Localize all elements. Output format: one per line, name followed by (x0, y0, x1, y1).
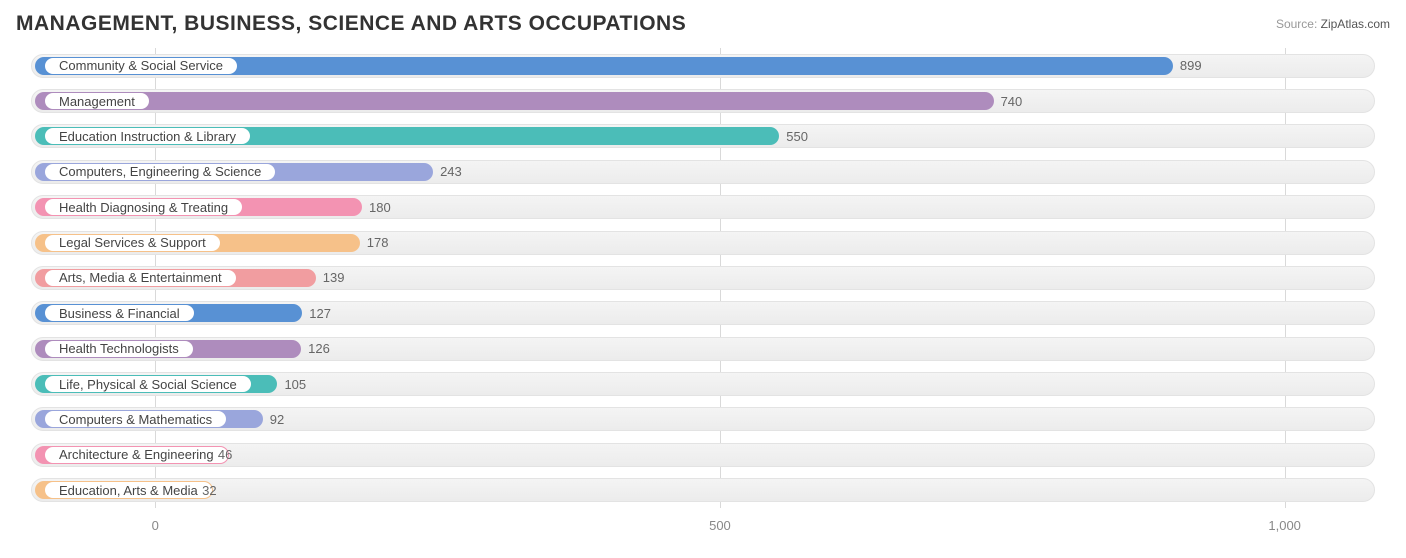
bar-label: Computers & Mathematics (44, 410, 227, 428)
bar-fill (35, 92, 994, 110)
bar-label: Management (44, 92, 150, 110)
bar-value: 46 (208, 444, 232, 466)
bar-value: 550 (776, 125, 808, 147)
source-name: ZipAtlas.com (1321, 17, 1390, 31)
bar-label: Life, Physical & Social Science (44, 375, 252, 393)
bar-label: Health Technologists (44, 340, 194, 358)
bar-value: 243 (430, 161, 462, 183)
bar-track: Business & Financial 127 (31, 301, 1375, 325)
bar-track: Computers, Engineering & Science 243 (31, 160, 1375, 184)
chart-plot: Community & Social Service 899 Management 7… (31, 48, 1375, 508)
bar-label: Computers, Engineering & Science (44, 163, 276, 181)
bar-track: Education, Arts & Media32 (31, 478, 1375, 502)
chart-area: Community & Social Service 899 Management 7… (16, 48, 1390, 538)
bar-track: Arts, Media & Entertainment 139 (31, 266, 1375, 290)
bar-label: Business & Financial (44, 304, 195, 322)
bar-track: Community & Social Service 899 (31, 54, 1375, 78)
bar-value: 126 (298, 338, 330, 360)
bar-label: Arts, Media & Entertainment (44, 269, 237, 287)
bar-label: Legal Services & Support (44, 234, 221, 252)
axis-tick: 1,000 (1268, 518, 1301, 533)
bar-value: 139 (313, 267, 345, 289)
chart-source: Source: ZipAtlas.com (1276, 17, 1390, 31)
bar-track: Architecture & Engineering46 (31, 443, 1375, 467)
x-axis: 0 500 1,000 (31, 514, 1375, 538)
source-label: Source: (1276, 17, 1317, 31)
bar-value: 740 (991, 90, 1023, 112)
bar-label: Community & Social Service (44, 57, 238, 75)
chart-title: MANAGEMENT, BUSINESS, SCIENCE AND ARTS O… (16, 12, 686, 36)
bar-value: 899 (1170, 55, 1202, 77)
bars-container: Community & Social Service 899 Management 7… (31, 48, 1375, 508)
bar-track: Management 740 (31, 89, 1375, 113)
bar-label: Architecture & Engineering (44, 446, 229, 464)
bar-label: Education, Arts & Media (44, 481, 213, 499)
bar-label: Education Instruction & Library (44, 127, 251, 145)
bar-value: 178 (357, 232, 389, 254)
bar-value: 92 (260, 408, 284, 430)
bar-value: 127 (299, 302, 331, 324)
axis-tick: 0 (152, 518, 159, 533)
axis-tick: 500 (709, 518, 731, 533)
bar-track: Computers & Mathematics 92 (31, 407, 1375, 431)
bar-label: Health Diagnosing & Treating (44, 198, 243, 216)
bar-track: Health Diagnosing & Treating 180 (31, 195, 1375, 219)
chart-header: MANAGEMENT, BUSINESS, SCIENCE AND ARTS O… (16, 12, 1390, 36)
bar-track: Education Instruction & Library 550 (31, 124, 1375, 148)
bar-track: Legal Services & Support 178 (31, 231, 1375, 255)
bar-track: Life, Physical & Social Science 105 (31, 372, 1375, 396)
bar-value: 105 (274, 373, 306, 395)
bar-value: 180 (359, 196, 391, 218)
bar-track: Health Technologists 126 (31, 337, 1375, 361)
bar-value: 32 (192, 479, 216, 501)
